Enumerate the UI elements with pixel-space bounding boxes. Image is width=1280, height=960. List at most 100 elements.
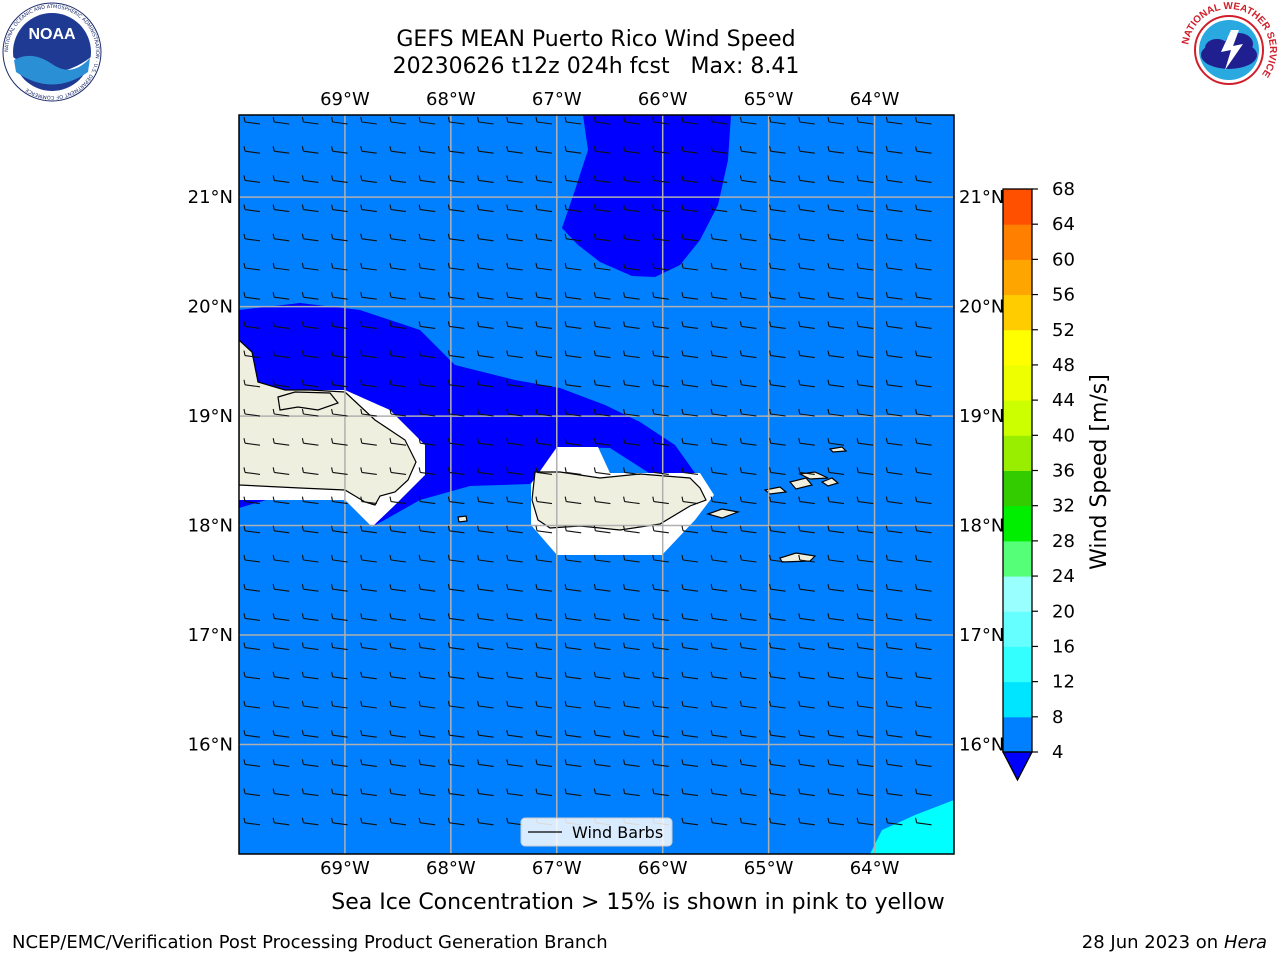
wind-barb [477, 116, 494, 125]
wind-barb [360, 146, 377, 154]
wind-barb [389, 730, 407, 738]
wind-barb [710, 350, 728, 359]
wind-barb [301, 233, 319, 242]
wind-barb [564, 642, 582, 651]
wind-barb [739, 116, 757, 125]
wind-barb [827, 554, 845, 563]
wind-barb [243, 321, 261, 329]
wind-barb [301, 146, 319, 154]
wind-barb [710, 584, 728, 592]
wind-barb [360, 525, 377, 534]
wind-barb [710, 204, 728, 213]
colorbar-tick-label: 68 [1052, 179, 1075, 200]
wind-barb [710, 496, 728, 505]
wind-barb [827, 146, 845, 154]
wind-barb [477, 467, 494, 475]
wind-barb [243, 292, 261, 300]
wind-barb [739, 292, 757, 300]
wind-barb [681, 613, 699, 621]
wind-barb [535, 350, 553, 359]
low-wind-region-north [562, 115, 731, 277]
wind-barb [827, 379, 845, 388]
wind-barb [360, 642, 377, 651]
wind-barb [389, 788, 407, 797]
wind-barb [915, 584, 932, 592]
wind-barb [739, 496, 757, 505]
wind-barb [360, 817, 377, 826]
wind-barb [798, 204, 815, 213]
colorbar-segment [1003, 540, 1032, 577]
wind-barb [769, 438, 786, 446]
wind-barb [885, 700, 903, 709]
wind-barb [710, 292, 728, 300]
wind-barb [769, 233, 786, 242]
wind-barb [769, 292, 786, 300]
wind-barb [827, 467, 845, 475]
wind-barb [623, 262, 640, 271]
wind-barb [681, 759, 699, 767]
wind-barb [798, 116, 815, 125]
wind-barb [915, 788, 932, 797]
wind-barb [769, 759, 786, 767]
wind-barb [272, 642, 290, 651]
wind-barb [915, 408, 932, 417]
wind-barb [623, 321, 640, 329]
wind-barb [564, 730, 582, 738]
wind-barb [710, 730, 728, 738]
wind-barb [885, 496, 903, 505]
wind-barb [535, 584, 553, 592]
wind-barb [506, 292, 523, 300]
wind-barb [331, 730, 348, 738]
wind-barb [506, 613, 523, 621]
wind-barb [272, 613, 290, 621]
wind-barb [331, 700, 348, 709]
wind-barb [564, 788, 582, 797]
wind-barb [301, 379, 319, 388]
wind-barb [739, 584, 757, 592]
wind-barb [360, 292, 377, 300]
wind-barb [623, 788, 640, 797]
wind-barb [360, 554, 377, 563]
wind-barb [710, 759, 728, 767]
wind-barb [798, 379, 815, 388]
wind-barb [535, 116, 553, 125]
wind-barb [681, 554, 699, 563]
wind-barb [710, 408, 728, 417]
wind-barb [623, 146, 640, 154]
colorbar-label: Wind Speed [m/s] [1087, 374, 1112, 570]
wind-barb [769, 613, 786, 621]
wind-barb [360, 438, 377, 446]
wind-barb [769, 817, 786, 826]
wind-barb [564, 438, 582, 446]
wind-barb [331, 321, 348, 329]
x-tick-label-top: 69°W [320, 89, 370, 110]
wind-barb [389, 759, 407, 767]
y-tick-label-left: 18°N [188, 516, 233, 537]
wind-barb [447, 525, 465, 534]
y-tick-label-right: 18°N [959, 516, 1004, 537]
wind-barb [506, 204, 523, 213]
wind-barb [301, 350, 319, 359]
wind-barb [593, 613, 611, 621]
wind-barb [739, 438, 757, 446]
wind-barb [447, 817, 465, 826]
wind-barb [360, 759, 377, 767]
wind-barb [739, 613, 757, 621]
y-tick-label-left: 16°N [188, 735, 233, 756]
wind-barb [652, 175, 669, 183]
wind-barb [915, 175, 932, 183]
wind-barb [885, 817, 903, 826]
wind-barb [243, 496, 261, 505]
colorbar-segment [1003, 364, 1032, 401]
wind-barb [652, 292, 669, 300]
wind-barb [389, 146, 407, 154]
wind-barb [301, 116, 319, 125]
wind-barb [506, 584, 523, 592]
wind-barb [798, 262, 815, 271]
wind-barb [564, 379, 582, 388]
wind-barb [301, 262, 319, 271]
wind-barb [272, 759, 290, 767]
wind-barb [243, 584, 261, 592]
wind-barb [506, 759, 523, 767]
wind-barb [885, 584, 903, 592]
